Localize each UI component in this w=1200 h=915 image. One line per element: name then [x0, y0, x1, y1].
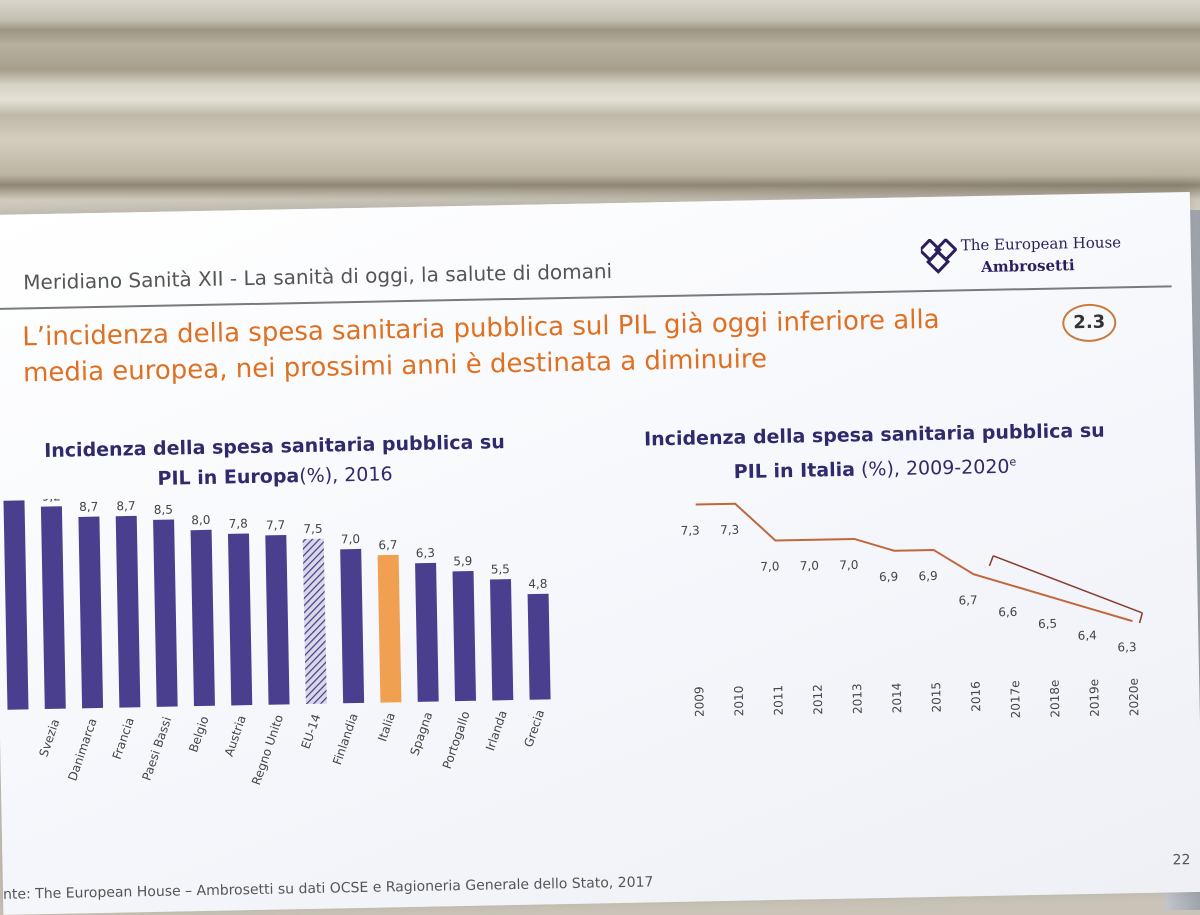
x-tick-label: 2019e: [1087, 679, 1102, 717]
bar-Regno Unito: [265, 534, 290, 705]
series-line: [695, 502, 1133, 623]
logo-mark-icon: [920, 238, 958, 274]
bar-category-label: Spagna: [407, 710, 435, 757]
bar-category-label: EU-14: [299, 712, 324, 751]
slide-header-title: Meridiano Sanità XII - La sanità di oggi…: [23, 259, 613, 295]
bar-Paesi Bassi: [153, 519, 178, 707]
annotation-bracket: [992, 555, 1143, 614]
bar-Belgio: [190, 529, 215, 707]
bar-category-label: Austria: [222, 714, 249, 759]
bar-Grecia: [527, 593, 551, 700]
annotation-bracket-tick: [988, 555, 994, 567]
bar-value-label: 7,5: [303, 522, 322, 536]
line-value-label: 7,3: [720, 523, 739, 537]
bar-Spagna: [415, 562, 439, 702]
line-value-label: 6,4: [1078, 628, 1097, 642]
source-note: nte: The European House – Ambrosetti su …: [2, 874, 654, 903]
bar-Finlandia: [340, 548, 365, 704]
x-tick-label: 2011: [771, 685, 786, 716]
logo-line-2: Ambrosetti: [981, 256, 1075, 276]
bar-value-label: 7,8: [229, 517, 248, 531]
bar-EU-14: [302, 538, 327, 705]
x-tick-label: 2012: [811, 684, 826, 715]
x-tick-label: 2018e: [1048, 680, 1063, 718]
x-tick-label: 2010: [732, 686, 747, 717]
bar-value-label: 8,7: [79, 500, 98, 514]
bar-category-label: Finlandia: [330, 711, 361, 766]
bar-category-label: Danimarca: [65, 716, 99, 782]
x-tick-label: 2013: [850, 683, 865, 714]
x-tick-label: 2017e: [1008, 680, 1023, 718]
bar-value-label: 5,9: [453, 554, 472, 568]
bar-category-label: Irlanda: [483, 709, 510, 753]
x-tick-label: 2016: [969, 681, 984, 712]
bar-Irlanda: [489, 579, 514, 701]
line-value-label: 6,9: [918, 569, 937, 583]
bar-value-label: 6,3: [416, 546, 435, 560]
bar-chart: 9,5 9,2Svezia8,7Danimarca8,7Francia8,5Pae…: [3, 489, 551, 787]
bar-value-label: 8,7: [116, 499, 135, 513]
line-chart-title: Incidenza della spesa sanitaria pubblica…: [624, 415, 1125, 489]
bar-chart-title: Incidenza della spesa sanitaria pubblica…: [14, 427, 535, 497]
bar-category-label: Paesi Bassi: [140, 715, 175, 782]
x-tick-label: 2015: [929, 682, 944, 713]
bar-Svezia: [40, 506, 66, 710]
section-badge: 2.3: [1061, 303, 1117, 343]
line-value-label: 6,6: [998, 605, 1017, 619]
bar-value-label: 8,5: [154, 503, 173, 517]
bar-category-label: Regno Unito: [249, 713, 286, 787]
bar-category-label: Grecia: [521, 708, 547, 749]
bar-value-label: 6,7: [378, 538, 397, 552]
line-value-label: 6,5: [1038, 617, 1057, 631]
bar-Italia: [377, 554, 402, 703]
slide-headline: L’incidenza della spesa sanitaria pubbli…: [22, 304, 940, 389]
line-value-label: 7,0: [760, 559, 779, 573]
bar-value-label: 7,7: [266, 518, 285, 532]
logo-line-1: The European House: [960, 233, 1122, 255]
line-chart: 7,3 2009 7,3 2010 7,0 2011 7,0 2012 7,0 2013 6,9 20…: [681, 477, 1144, 718]
bar-Danimarca: [78, 516, 104, 709]
bar-first: [3, 500, 29, 710]
line-value-label: 6,7: [958, 593, 977, 607]
bar-category-label: Portogallo: [440, 709, 473, 770]
bar-category-label: Italia: [375, 711, 398, 744]
slide: Meridiano Sanità XII - La sanità di oggi…: [0, 191, 1200, 915]
line-value-label: 7,0: [800, 559, 819, 573]
line-value-label: 6,9: [879, 570, 898, 584]
bar-category-label: Svezia: [36, 717, 62, 759]
bar-value-label: 5,5: [491, 562, 510, 576]
bar-Austria: [227, 533, 253, 706]
bar-Francia: [115, 515, 141, 708]
company-logo: The European House Ambrosetti: [920, 233, 1122, 287]
annotation-bracket-tick: [1138, 612, 1144, 624]
bar-Portogallo: [452, 570, 477, 702]
x-tick-label: 2020e: [1127, 678, 1142, 716]
line-value-label: 7,0: [839, 558, 858, 572]
bar-value-label: 8,0: [191, 513, 210, 527]
page-number: 22: [1172, 852, 1191, 869]
bar-category-label: Francia: [110, 716, 137, 761]
bar-value-label: 4,8: [528, 577, 547, 591]
bar-value-label: 7,0: [341, 532, 360, 546]
bar-category-label: Belgio: [186, 714, 211, 754]
line-value-label: 6,3: [1117, 640, 1136, 654]
x-tick-label: 2014: [890, 683, 905, 714]
x-tick-label: 2009: [692, 686, 707, 717]
line-value-label: 7,3: [681, 523, 700, 537]
